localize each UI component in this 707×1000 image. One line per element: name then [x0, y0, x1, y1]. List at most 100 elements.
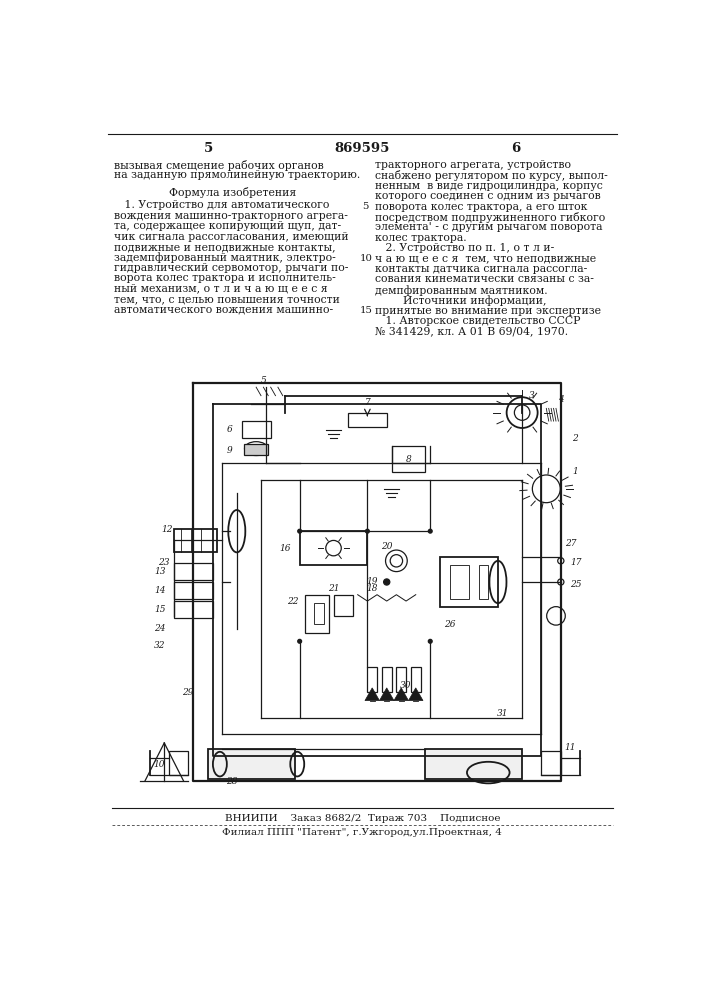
Text: № 341429, кл. А 01 В 69/04, 1970.: № 341429, кл. А 01 В 69/04, 1970. — [375, 326, 568, 336]
Text: 3: 3 — [529, 391, 534, 400]
Text: 10: 10 — [359, 254, 373, 263]
Text: 30: 30 — [400, 681, 411, 690]
Text: 6: 6 — [511, 142, 520, 155]
Text: 1. Авторское свидетельство СССР: 1. Авторское свидетельство СССР — [375, 316, 580, 326]
Text: поворота колес трактора, а его шток: поворота колес трактора, а его шток — [375, 202, 588, 212]
Text: Филиал ППП "Патент", г.Ужгород,ул.Проектная, 4: Филиал ППП "Патент", г.Ужгород,ул.Проект… — [223, 828, 502, 837]
Text: колес трактора.: колес трактора. — [375, 233, 467, 243]
Text: та, содержащее копирующий щуп, дат-: та, содержащее копирующий щуп, дат- — [114, 221, 341, 231]
Text: 22: 22 — [286, 597, 298, 606]
Bar — [208, 749, 295, 779]
Text: 1. Устройство для автоматического: 1. Устройство для автоматического — [114, 200, 329, 210]
Bar — [314, 603, 324, 624]
Text: 21: 21 — [328, 584, 339, 593]
Bar — [174, 563, 213, 580]
Circle shape — [366, 529, 369, 533]
Bar — [368, 667, 377, 692]
Bar — [348, 413, 387, 427]
Text: 31: 31 — [497, 709, 508, 718]
Text: сования кинематически связаны с за-: сования кинематически связаны с за- — [375, 274, 594, 284]
Text: 32: 32 — [154, 641, 165, 650]
Text: 24: 24 — [154, 624, 165, 633]
Text: 5: 5 — [204, 142, 214, 155]
Text: 17: 17 — [571, 558, 582, 567]
Text: 8: 8 — [406, 455, 411, 464]
Bar — [334, 595, 353, 616]
Text: 16: 16 — [279, 544, 291, 553]
Text: посредством подпружиненного гибкого: посредством подпружиненного гибкого — [375, 212, 605, 223]
Text: 29: 29 — [182, 688, 193, 697]
Text: 13: 13 — [154, 567, 165, 576]
Text: задемпфированный маятник, электро-: задемпфированный маятник, электро- — [114, 252, 336, 263]
Bar — [169, 751, 189, 775]
Text: которого соединен с одним из рычагов: которого соединен с одним из рычагов — [375, 191, 601, 201]
Circle shape — [298, 639, 302, 643]
Text: Источники информации,: Источники информации, — [375, 295, 547, 306]
Circle shape — [428, 639, 432, 643]
Text: элемента' - с другим рычагом поворота: элемента' - с другим рычагом поворота — [375, 222, 602, 232]
Bar — [174, 601, 213, 618]
Text: 10: 10 — [153, 760, 165, 769]
Text: контакты датчика сигнала рассогла-: контакты датчика сигнала рассогла- — [375, 264, 588, 274]
Text: 12: 12 — [161, 525, 173, 534]
Text: 2: 2 — [573, 434, 578, 443]
Bar — [450, 565, 469, 599]
Bar — [479, 565, 489, 599]
Polygon shape — [394, 688, 409, 701]
Text: 4: 4 — [558, 395, 563, 404]
Text: 1: 1 — [573, 467, 578, 476]
Bar — [542, 751, 561, 775]
Polygon shape — [380, 688, 394, 701]
Bar — [305, 595, 329, 633]
Text: ненным  в виде гидроцилиндра, корпус: ненным в виде гидроцилиндра, корпус — [375, 181, 603, 191]
Text: ный механизм, о т л и ч а ю щ е е с я: ный механизм, о т л и ч а ю щ е е с я — [114, 284, 327, 294]
Text: принятые во внимание при экспертизе: принятые во внимание при экспертизе — [375, 306, 601, 316]
Bar — [174, 529, 218, 552]
Text: тракторного агрегата, устройство: тракторного агрегата, устройство — [375, 160, 571, 170]
Circle shape — [298, 529, 302, 533]
Bar — [174, 582, 213, 599]
Text: тем, что, с целью повышения точности: тем, что, с целью повышения точности — [114, 294, 340, 304]
Text: 14: 14 — [154, 586, 165, 595]
Text: 9: 9 — [227, 446, 233, 455]
Text: 7: 7 — [365, 398, 370, 407]
Text: Формула изобретения: Формула изобретения — [169, 187, 296, 198]
Text: 18: 18 — [366, 584, 378, 593]
Text: 20: 20 — [381, 542, 392, 551]
Text: ВНИИПИ    Заказ 8682/2  Тираж 703    Подписное: ВНИИПИ Заказ 8682/2 Тираж 703 Подписное — [225, 814, 500, 823]
Bar — [242, 421, 271, 438]
Bar — [426, 749, 522, 779]
Text: 5: 5 — [363, 202, 369, 211]
Text: демпфированным маятником.: демпфированным маятником. — [375, 285, 548, 296]
Text: чик сигнала рассогласования, имеющий: чик сигнала рассогласования, имеющий — [114, 232, 349, 242]
Text: 5: 5 — [260, 376, 267, 385]
Bar — [392, 446, 426, 472]
Text: на заданную прямолинейную траекторию.: на заданную прямолинейную траекторию. — [114, 170, 360, 180]
Text: 6: 6 — [227, 425, 233, 434]
Bar — [300, 531, 368, 565]
Text: подвижные и неподвижные контакты,: подвижные и неподвижные контакты, — [114, 242, 336, 252]
Text: 23: 23 — [158, 558, 170, 567]
Text: снабжено регулятором по курсу, выпол-: снабжено регулятором по курсу, выпол- — [375, 170, 608, 181]
Text: гидравлический сервомотор, рычаги по-: гидравлический сервомотор, рычаги по- — [114, 263, 349, 273]
Bar — [244, 444, 268, 455]
Text: 19: 19 — [366, 578, 378, 586]
Text: 26: 26 — [444, 620, 455, 629]
Bar — [440, 557, 498, 607]
Text: ч а ю щ е е с я  тем, что неподвижные: ч а ю щ е е с я тем, что неподвижные — [375, 254, 596, 264]
Text: 2. Устройство по п. 1, о т л и-: 2. Устройство по п. 1, о т л и- — [375, 243, 554, 253]
Text: 869595: 869595 — [334, 142, 390, 155]
Text: ворота колес трактора и исполнитель-: ворота колес трактора и исполнитель- — [114, 273, 336, 283]
Polygon shape — [365, 688, 380, 701]
Text: 28: 28 — [226, 777, 238, 786]
Text: вождения машинно-тракторного агрега-: вождения машинно-тракторного агрега- — [114, 211, 348, 221]
Bar — [397, 667, 406, 692]
Bar — [411, 667, 421, 692]
Text: 27: 27 — [565, 539, 576, 548]
Circle shape — [428, 529, 432, 533]
Text: 11: 11 — [565, 743, 576, 752]
Circle shape — [384, 579, 390, 585]
Text: 15: 15 — [359, 306, 373, 315]
Text: 25: 25 — [571, 580, 582, 589]
Bar — [382, 667, 392, 692]
